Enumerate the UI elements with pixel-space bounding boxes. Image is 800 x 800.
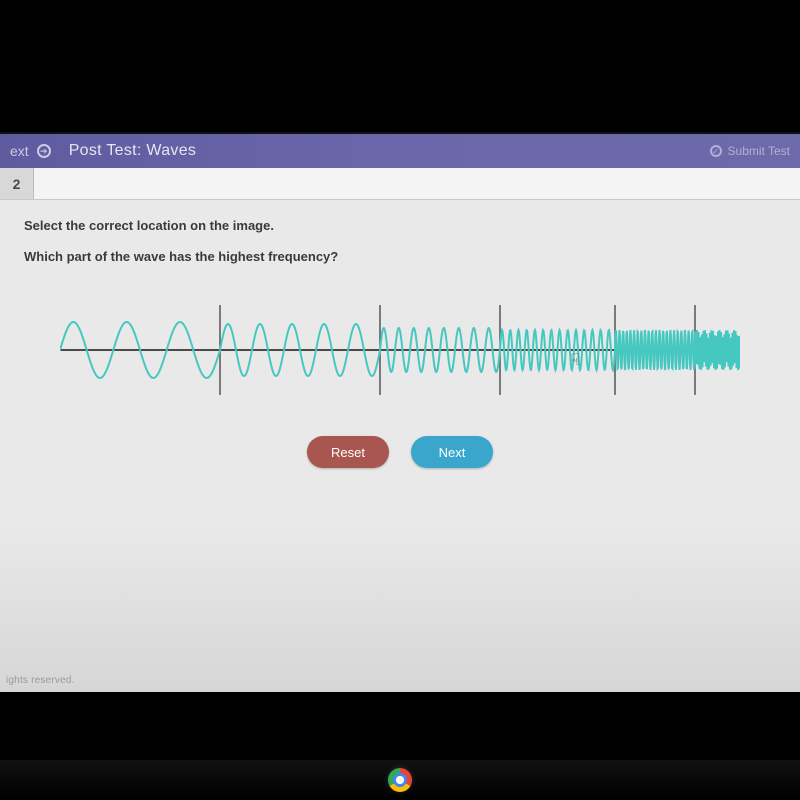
wave-svg[interactable]: [60, 290, 740, 410]
screen-area: ext ➔ Post Test: Waves ✓ Submit Test 2 S…: [0, 132, 800, 692]
submit-label: Submit Test: [728, 144, 790, 158]
sub-bar: 2: [0, 168, 800, 200]
reset-button[interactable]: Reset: [307, 436, 389, 468]
header-bar: ext ➔ Post Test: Waves ✓ Submit Test: [0, 134, 800, 168]
check-icon: ✓: [710, 145, 722, 157]
header-left: ext ➔: [10, 143, 51, 159]
letterbox-bottom: [0, 692, 800, 800]
next-button[interactable]: Next: [411, 436, 493, 468]
arrow-right-icon[interactable]: ➔: [37, 144, 51, 158]
header-ext-label: ext: [10, 143, 29, 159]
page-title: Post Test: Waves: [69, 142, 197, 160]
question-text: Which part of the wave has the highest f…: [24, 249, 776, 264]
footer-rights: ights reserved.: [6, 675, 75, 686]
content-area: Select the correct location on the image…: [0, 200, 800, 476]
taskbar: [0, 760, 800, 800]
question-number: 2: [0, 168, 34, 199]
instruction-text: Select the correct location on the image…: [24, 218, 776, 233]
chrome-icon[interactable]: [388, 768, 412, 792]
letterbox-top: [0, 0, 800, 132]
header-right[interactable]: ✓ Submit Test: [710, 144, 790, 158]
button-row: Reset Next: [24, 436, 776, 468]
wave-image[interactable]: ☟: [60, 290, 740, 410]
